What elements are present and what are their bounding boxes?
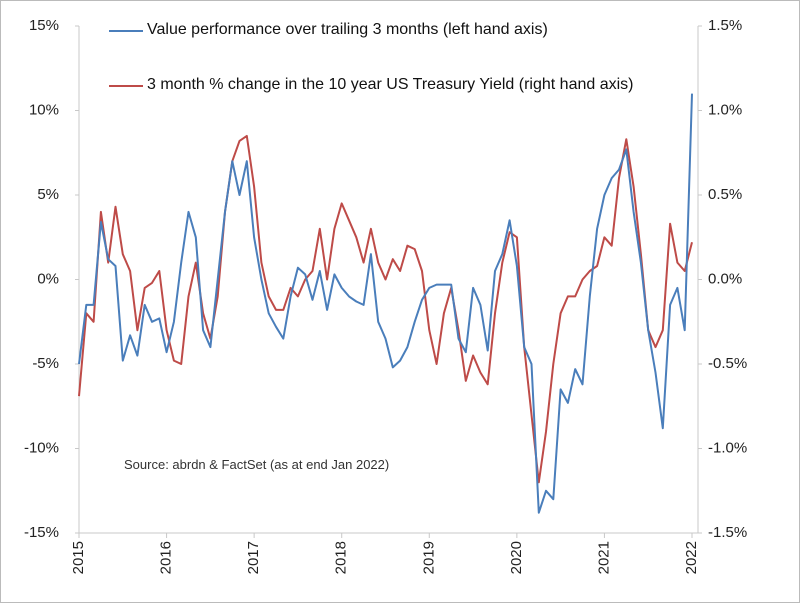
x-tick-label: 2016: [158, 541, 175, 574]
series-line: [78, 134, 693, 484]
x-tick-label: 2019: [420, 541, 437, 574]
y2-tick-label: 1.0%: [708, 101, 742, 118]
y2-tick-label: -0.5%: [708, 355, 747, 372]
x-tick-label: 2022: [683, 541, 700, 574]
y2-tick-label: 0.5%: [708, 186, 742, 203]
y-tick-label: 15%: [29, 17, 59, 34]
x-tick-label: 2015: [70, 541, 87, 574]
y2-tick-label: -1.5%: [708, 524, 747, 541]
y-tick-label: 10%: [29, 101, 59, 118]
y-tick-label: 5%: [37, 186, 59, 203]
y-tick-label: -15%: [24, 524, 59, 541]
y-tick-label: 0%: [37, 270, 59, 287]
x-tick-label: 2020: [508, 541, 525, 574]
y-tick-label: -10%: [24, 439, 59, 456]
x-tick-label: 2017: [245, 541, 262, 574]
legend-label: 3 month % change in the 10 year US Treas…: [147, 76, 634, 93]
y2-tick-label: 1.5%: [708, 17, 742, 34]
y2-tick-label: -1.0%: [708, 439, 747, 456]
y2-tick-label: 0.0%: [708, 270, 742, 287]
legend-label: Value performance over trailing 3 months…: [147, 21, 548, 38]
x-tick-label: 2018: [333, 541, 350, 574]
x-tick-label: 2021: [595, 541, 612, 574]
annotation: Source: abrdn & FactSet (as at end Jan 2…: [124, 457, 390, 472]
y-tick-label: -5%: [32, 355, 59, 372]
series-line: [78, 93, 693, 514]
